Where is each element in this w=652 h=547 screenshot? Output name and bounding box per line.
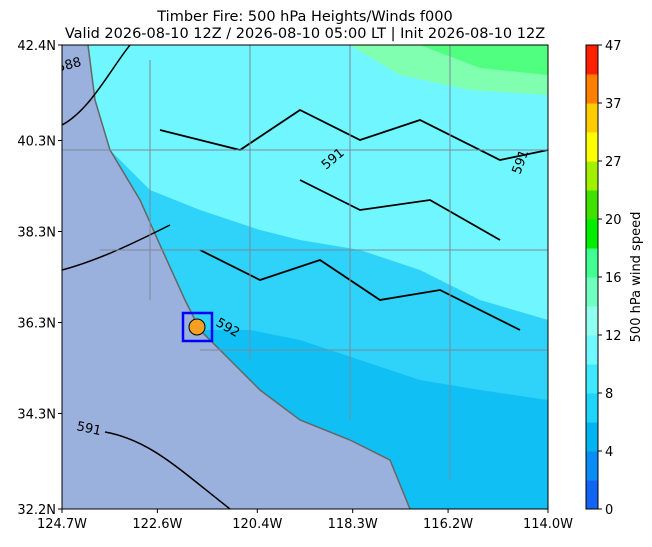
colorbar-bin (586, 480, 598, 510)
colorbar-label: 500 hPa wind speed (629, 212, 644, 343)
y-tick-label: 36.3N (17, 316, 56, 331)
contour-label: 588 (55, 55, 83, 76)
colorbar-bin (586, 451, 598, 481)
colorbar-bin (586, 74, 598, 104)
colorbar-bin (586, 335, 598, 365)
x-tick-label: 118.3W (328, 517, 378, 532)
colorbar-tick-label: 20 (605, 213, 622, 228)
colorbar-tick-label: 8 (605, 387, 613, 402)
colorbar-bin (586, 132, 598, 162)
map-area: 588 591 592 591 591 (55, 45, 548, 509)
colorbar-tick-label: 4 (605, 445, 613, 460)
colorbar-bin (586, 45, 598, 75)
x-tick-label: 122.6W (132, 517, 182, 532)
colorbar-bin (586, 277, 598, 307)
contour (104, 431, 231, 509)
colorbar-bin (586, 393, 598, 423)
x-tick-label: 124.7W (37, 517, 87, 532)
x-tick-label: 116.2W (423, 517, 473, 532)
y-tick-label: 32.2N (17, 503, 56, 518)
colorbar-bin (586, 364, 598, 394)
colorbar-bin (586, 248, 598, 278)
fire-box (181, 311, 214, 343)
county-border (62, 45, 548, 480)
colorbar-tick-label: 47 (605, 39, 622, 54)
contour (62, 45, 131, 126)
colorbar-tick-label: 12 (605, 329, 622, 344)
subtitle: Valid 2026-08-10 12Z / 2026-08-10 05:00 … (65, 26, 545, 42)
colorbar-bin (586, 422, 598, 452)
fire-marker (188, 318, 206, 336)
wind-zone (420, 45, 548, 75)
colorbar-bin (586, 103, 598, 133)
x-tick-label: 114.0W (523, 517, 573, 532)
y-tick-label: 42.4N (17, 39, 56, 54)
y-tick-label: 38.3N (17, 226, 56, 241)
title: Timber Fire: 500 hPa Heights/Winds f000 (156, 9, 452, 25)
x-tick-label: 120.4W (232, 517, 282, 532)
colorbar-tick-label: 27 (605, 155, 622, 170)
wind-zone (200, 330, 548, 509)
colorbar-tick-label: 37 (605, 97, 622, 112)
y-tick-label: 40.3N (17, 135, 56, 150)
colorbar-bin (586, 161, 598, 191)
colorbar-tick-label: 16 (605, 271, 622, 286)
map-frame (61, 44, 549, 510)
contour-label: 591 (75, 419, 102, 439)
contour (62, 224, 171, 271)
y-tick-label: 34.3N (17, 407, 56, 422)
colorbar-bin (586, 219, 598, 249)
colorbar-tick-label: 0 (605, 503, 613, 518)
colorbar-bin (586, 190, 598, 220)
colorbar-bin (586, 306, 598, 336)
